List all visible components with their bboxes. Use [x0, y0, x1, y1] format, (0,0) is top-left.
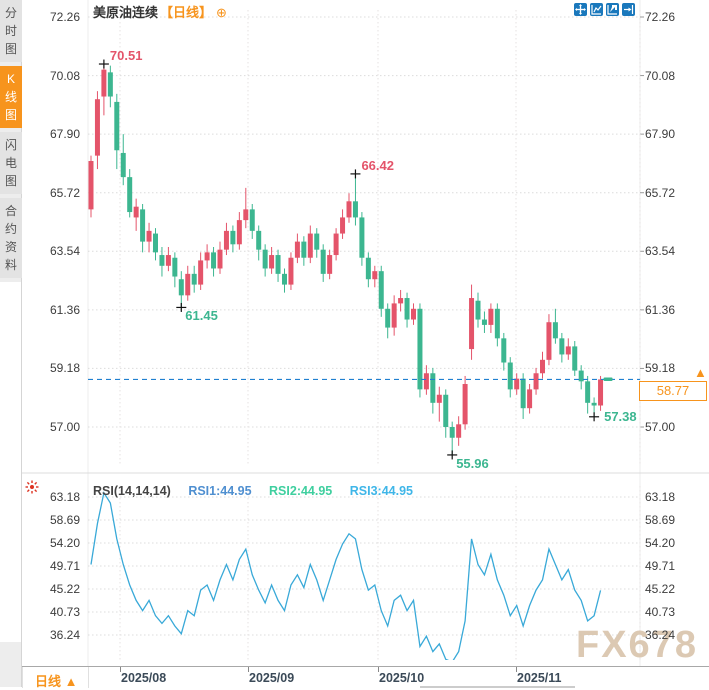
symbol-name: 美原油连续 [93, 5, 159, 20]
price-extreme-label: 61.45 [185, 308, 218, 324]
price-axis-label-right: 72.26 [645, 10, 676, 24]
rsi-axis-label-right: 40.73 [645, 605, 676, 619]
price-up-triangle-icon: ▲ [694, 364, 707, 380]
rsi-axis-label-right: 49.71 [645, 559, 676, 573]
price-axis-label-left: 72.26 [49, 10, 80, 24]
x-axis-month-label: 2025/08 [121, 671, 167, 685]
x-axis-month-label: 2025/11 [517, 671, 562, 685]
chart-toolbar [574, 3, 635, 16]
bar-separator [22, 667, 23, 688]
price-axis-label-left: 63.54 [49, 244, 80, 259]
sidebar-tab-闪电图[interactable]: 闪电图 [0, 132, 22, 194]
pan-move-icon[interactable] [574, 3, 587, 16]
expand-plus-icon[interactable]: ⊕ [216, 5, 227, 20]
rsi-axis-label-right: 58.69 [645, 513, 676, 527]
rsi-axis-label-right: 36.24 [645, 628, 676, 642]
price-axis-label-left: 61.36 [49, 302, 80, 317]
price-axis-label-left: 67.90 [49, 127, 80, 142]
price-extreme-label: 57.38 [604, 408, 637, 424]
price-extreme-label: 55.96 [456, 455, 489, 471]
price-axis-label-left: 70.08 [49, 68, 80, 83]
rsi-axis-label-right: 63.18 [645, 490, 676, 504]
rsi-indicator-header: RSI(14,14,14) RSI1:44.95 RSI2:44.95 RSI3… [93, 484, 427, 498]
current-price-box: 58.77 [639, 380, 707, 401]
rsi-params-label: RSI(14,14,14) [93, 484, 171, 498]
price-axis-label-right: 63.54 [645, 244, 676, 259]
rsi-axis-label-left: 45.22 [49, 582, 80, 596]
axis-range-icon[interactable] [590, 3, 603, 16]
rsi-axis-label-right: 54.20 [645, 536, 676, 550]
rsi2-value-label: RSI2:44.95 [269, 484, 333, 498]
watermark: FX678 [576, 624, 698, 666]
price-axis-label-left: 65.72 [49, 185, 80, 200]
price-extreme-label: 66.42 [361, 157, 394, 173]
period-tag: 【日线】 [160, 5, 213, 20]
price-axis-label-right: 59.18 [645, 361, 676, 376]
period-selector[interactable]: 日线 ▲ [35, 674, 78, 689]
x-axis-tick [120, 667, 121, 672]
x-axis-tick [248, 667, 249, 672]
rsi-axis-label-right: 45.22 [645, 582, 676, 596]
rsi-settings-icon[interactable] [25, 480, 39, 499]
x-axis-tick [516, 667, 517, 672]
price-axis-label-right: 67.90 [645, 127, 676, 142]
rsi3-value-label: RSI3:44.95 [349, 484, 413, 498]
chart-title: 美原油连续 【日线】 ⊕ [93, 2, 227, 21]
price-axis-label-right: 70.08 [645, 68, 676, 83]
x-axis-tick [378, 667, 379, 672]
sidebar-tab-合约资料[interactable]: 合约资料 [0, 198, 22, 278]
rsi-axis-label-left: 63.18 [49, 490, 80, 504]
rsi-axis-label-left: 40.73 [49, 605, 80, 619]
price-extreme-label: 70.51 [109, 48, 143, 64]
price-axis-label-left: 59.18 [49, 361, 80, 376]
bar-separator [88, 667, 89, 688]
price-axis-label-left: 57.00 [49, 419, 80, 434]
x-axis-month-label: 2025/09 [249, 671, 295, 685]
rsi-axis-label-left: 36.24 [49, 628, 80, 642]
scrollbar-indicator[interactable] [420, 686, 575, 688]
price-axis-label-right: 61.36 [645, 302, 676, 317]
rsi1-value-label: RSI1:44.95 [188, 484, 252, 498]
x-axis-month-label: 2025/10 [379, 671, 425, 685]
axis-scale-icon[interactable] [606, 3, 619, 16]
rsi-axis-label-left: 58.69 [49, 513, 80, 527]
rsi-axis-label-left: 49.71 [49, 559, 80, 573]
x-axis-bar: 日线 ▲ 2025/08 2025/09 2025/10 2025/11 [0, 666, 709, 689]
rsi-axis-label-left: 54.20 [49, 536, 80, 550]
sidebar-tab-分时图[interactable]: 分时图 [0, 0, 22, 62]
price-axis-label-right: 57.00 [645, 419, 676, 434]
exit-right-icon[interactable] [622, 3, 635, 16]
price-axis-label-right: 65.72 [645, 185, 676, 200]
